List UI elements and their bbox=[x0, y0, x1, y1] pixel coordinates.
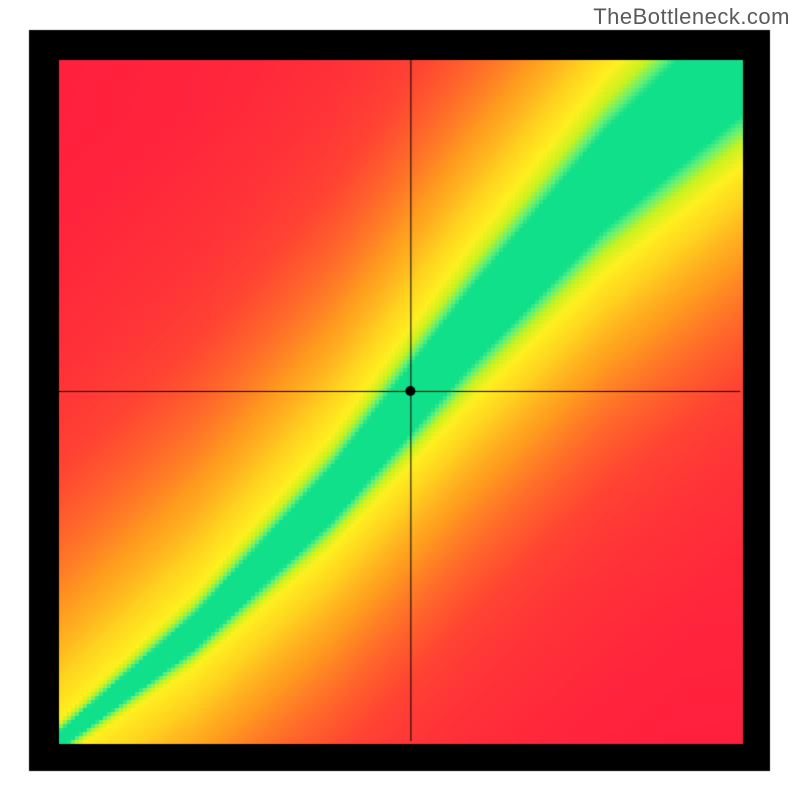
chart-container: TheBottleneck.com bbox=[0, 0, 800, 800]
bottleneck-heatmap-canvas bbox=[0, 0, 800, 800]
watermark-text: TheBottleneck.com bbox=[593, 4, 790, 30]
